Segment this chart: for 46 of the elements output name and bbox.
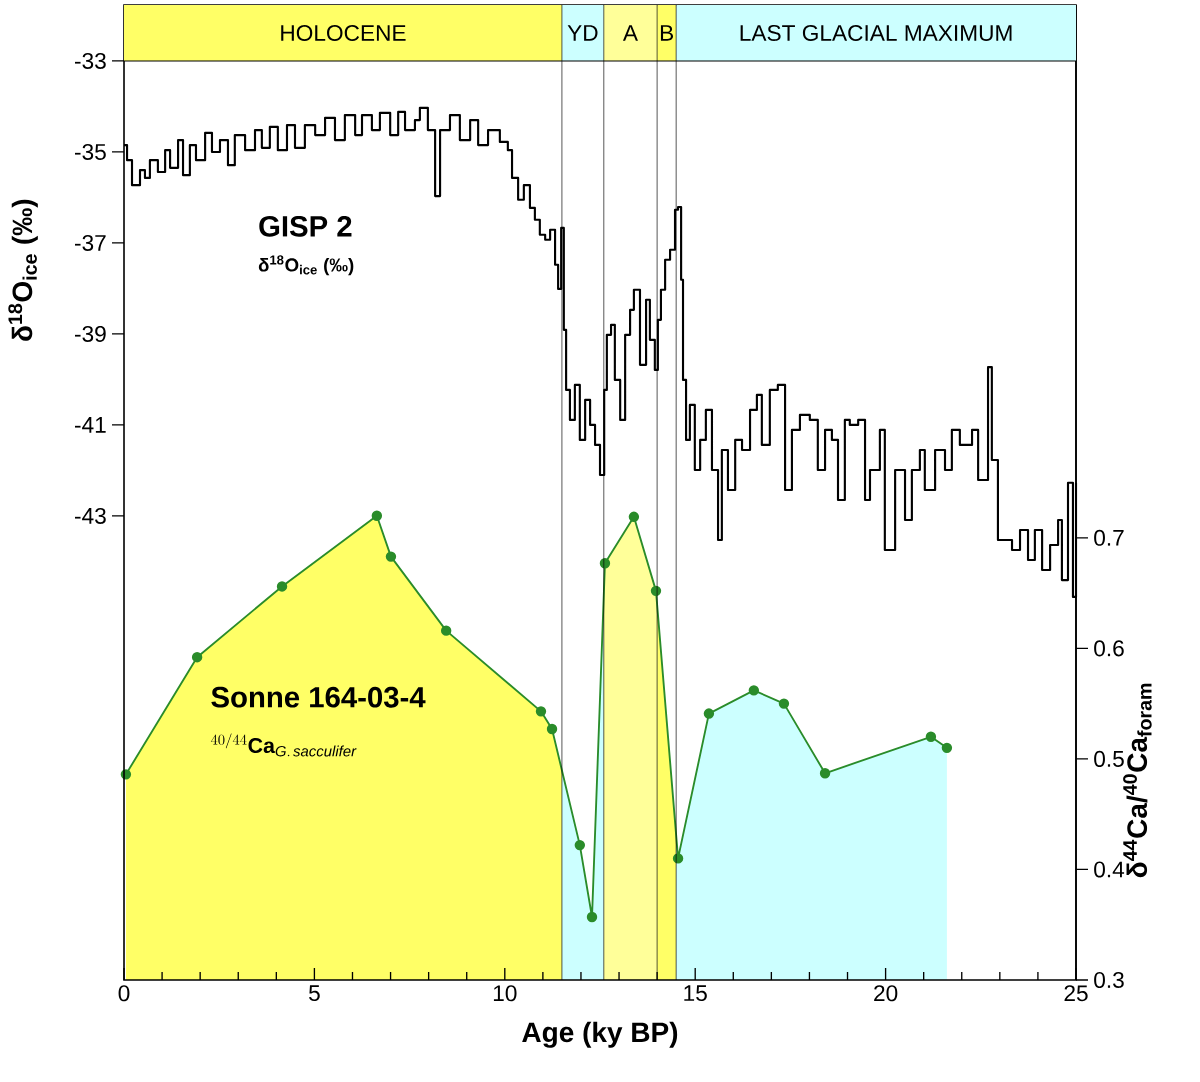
- point: [385, 551, 397, 562]
- y2-tick-label: 0.6: [1094, 640, 1124, 657]
- point: [574, 839, 586, 851]
- x-tick-label: 10: [493, 985, 517, 1002]
- y-axis-title: δ$^{18}$O$_{ice}$ (‰): [8, 199, 38, 341]
- y-tick-label: -43: [75, 507, 106, 524]
- band-label: A: [622, 25, 638, 41]
- x-tick-label: 15: [684, 985, 707, 1002]
- annotation: GISP 2: [259, 215, 352, 237]
- point: [778, 698, 790, 709]
- x-axis-title: Age (ky BP): [522, 1021, 678, 1048]
- y2-tick-label: 0.4: [1094, 861, 1125, 878]
- y2-tick-label: 0.5: [1094, 750, 1124, 767]
- point: [628, 511, 640, 523]
- point: [276, 581, 288, 592]
- point: [819, 768, 831, 779]
- point: [941, 742, 953, 754]
- y-tick-label: -39: [75, 325, 106, 342]
- point: [748, 685, 760, 696]
- point: [599, 558, 611, 569]
- point: [371, 510, 383, 521]
- y2-axis-title: δ$^{44}$Ca/$^{40}$Ca$_{foram}$: [1123, 683, 1152, 878]
- point: [440, 625, 452, 636]
- point: [586, 911, 598, 923]
- band-label: YD: [567, 25, 598, 41]
- point: [546, 723, 558, 735]
- annotation: $^{40/44}\mathbf{Ca}_{\mathit{G.\,sacculifer}}$: [210, 733, 357, 757]
- y-tick-label: -41: [75, 417, 106, 433]
- x-tick-label: 0: [118, 985, 130, 1002]
- point: [191, 651, 203, 663]
- annotation: δ$^{18}$O$_{ice}$ (‰): [258, 255, 354, 276]
- y-tick-label: -33: [75, 52, 106, 69]
- y2-tick-label: 0.7: [1094, 529, 1124, 546]
- point: [925, 731, 937, 742]
- band-label: LAST GLACIAL MAXIMUM: [740, 24, 1012, 41]
- y-tick-label: -37: [75, 234, 106, 251]
- x-tick-label: 5: [309, 985, 320, 1002]
- point: [703, 708, 715, 719]
- band-label: B: [660, 25, 674, 41]
- y2-tick-label: 0.3: [1094, 971, 1124, 989]
- annotation: Sonne 164-03-4: [211, 686, 426, 708]
- x-tick-label: 25: [1064, 985, 1088, 1002]
- x-tick-label: 20: [874, 985, 898, 1002]
- band-label: HOLOCENE: [281, 24, 406, 41]
- point: [535, 706, 547, 717]
- y-tick-label: -35: [75, 143, 106, 160]
